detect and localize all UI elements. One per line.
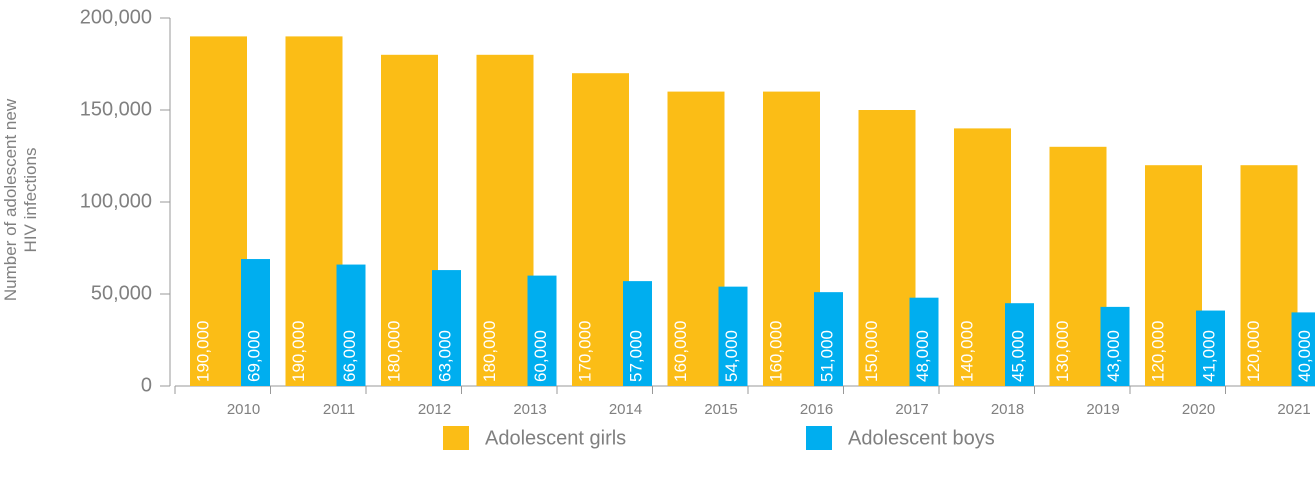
legend-label: Adolescent girls — [485, 427, 626, 449]
value-label: 69,000 — [244, 330, 263, 382]
value-label: 60,000 — [531, 330, 550, 382]
value-label: 180,000 — [384, 321, 403, 382]
x-tick-label: 2012 — [418, 401, 451, 418]
value-label: 160,000 — [671, 321, 690, 382]
value-label: 140,000 — [957, 321, 976, 382]
y-tick-label: 0 — [141, 374, 152, 396]
y-axis-label: Number of adolescent newHIV infections — [1, 98, 40, 301]
value-label: 54,000 — [722, 330, 741, 382]
legend-label: Adolescent boys — [848, 427, 995, 449]
x-tick-label: 2015 — [704, 401, 737, 418]
legend-swatch — [443, 426, 469, 450]
value-label: 190,000 — [193, 321, 212, 382]
x-tick-label: 2016 — [800, 401, 833, 418]
value-label: 120,000 — [1148, 321, 1167, 382]
legend-swatch — [806, 426, 832, 450]
y-tick-label: 50,000 — [91, 282, 152, 304]
y-tick-label: 150,000 — [80, 98, 152, 120]
value-label: 170,000 — [575, 321, 594, 382]
value-label: 40,000 — [1295, 330, 1314, 382]
value-label: 180,000 — [480, 321, 499, 382]
value-label: 45,000 — [1008, 330, 1027, 382]
x-tick-label: 2019 — [1086, 401, 1119, 418]
value-label: 130,000 — [1053, 321, 1072, 382]
value-label: 63,000 — [435, 330, 454, 382]
y-tick-label: 100,000 — [80, 190, 152, 212]
value-label: 48,000 — [913, 330, 932, 382]
value-label: 150,000 — [862, 321, 881, 382]
value-label: 57,000 — [626, 330, 645, 382]
value-label: 41,000 — [1199, 330, 1218, 382]
x-tick-label: 2021 — [1277, 401, 1310, 418]
value-label: 160,000 — [766, 321, 785, 382]
value-label: 190,000 — [289, 321, 308, 382]
y-axis-label-line: HIV infections — [21, 148, 40, 253]
x-tick-label: 2017 — [895, 401, 928, 418]
x-tick-label: 2010 — [227, 401, 260, 418]
x-tick-label: 2014 — [609, 401, 642, 418]
y-axis-label-line: Number of adolescent new — [1, 98, 20, 301]
value-label: 43,000 — [1104, 330, 1123, 382]
value-label: 120,000 — [1244, 321, 1263, 382]
value-label: 51,000 — [817, 330, 836, 382]
x-tick-label: 2011 — [323, 401, 355, 418]
x-tick-label: 2018 — [991, 401, 1024, 418]
value-label: 66,000 — [340, 330, 359, 382]
x-tick-label: 2013 — [513, 401, 546, 418]
x-tick-label: 2020 — [1182, 401, 1215, 418]
y-tick-label: 200,000 — [80, 6, 152, 28]
